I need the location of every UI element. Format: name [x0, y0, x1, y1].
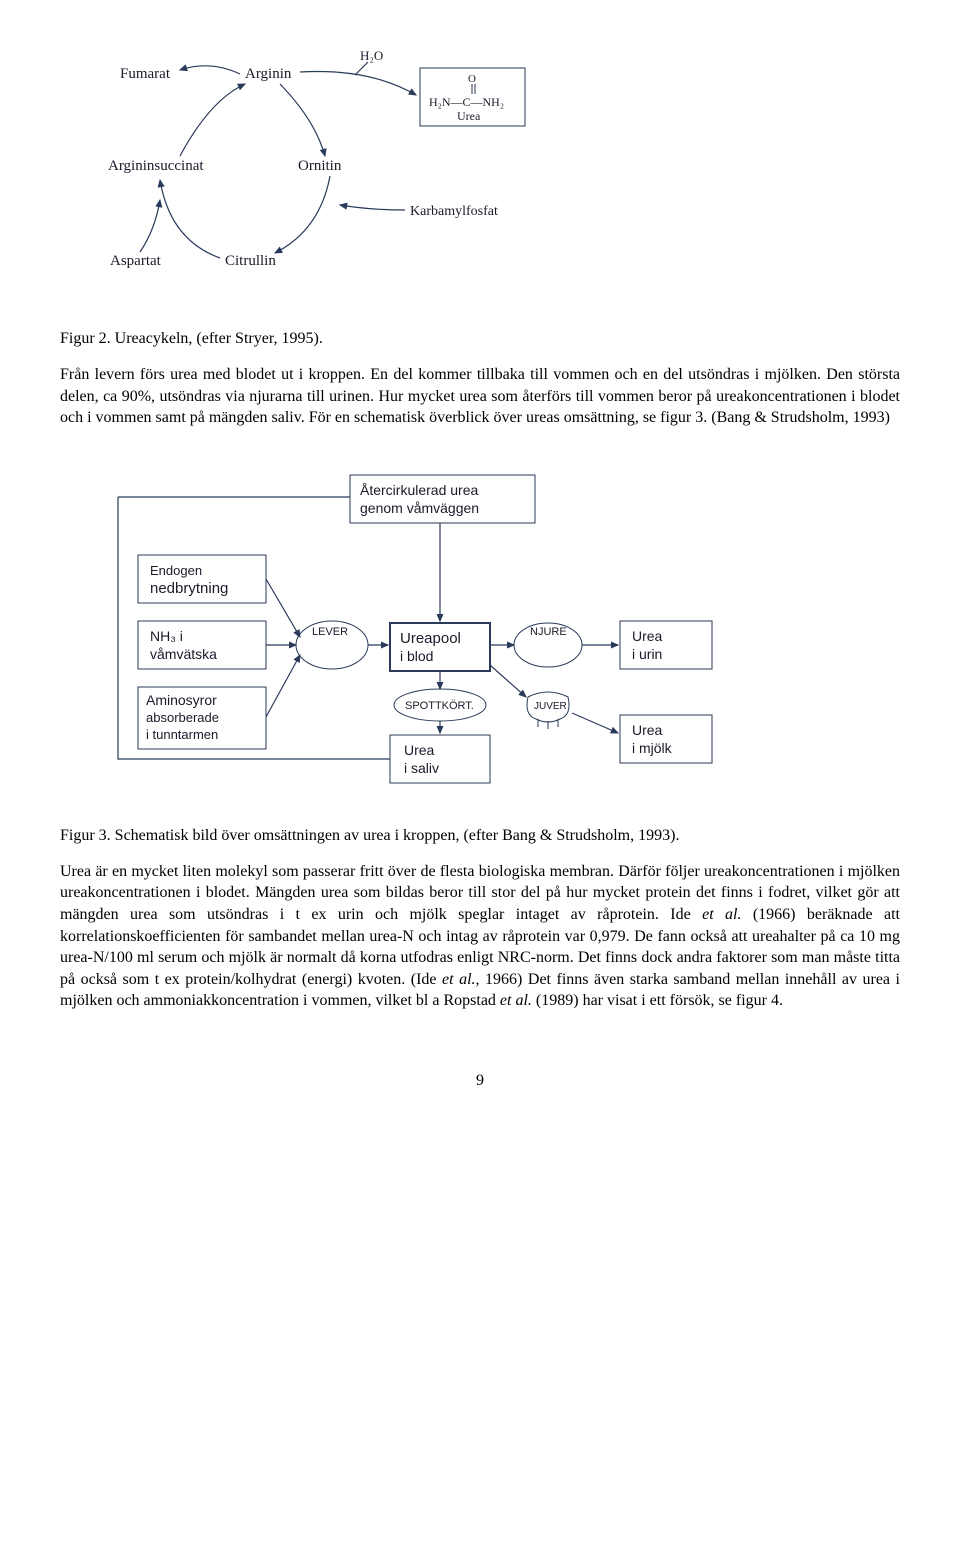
text-urea-saliv-2: i saliv: [404, 760, 439, 776]
node-h2o: H₂O: [360, 48, 383, 63]
urea-label: Urea: [457, 109, 481, 123]
text-ureapool-1: Ureapool: [400, 630, 461, 647]
text-njure: NJURE: [530, 626, 567, 638]
p2-i2: et al.: [442, 971, 476, 988]
figure-2-svg: Fumarat Arginin H₂O O H₂N—C—NH₂ Urea Arg…: [60, 40, 660, 300]
text-urea-saliv-1: Urea: [404, 742, 435, 758]
organ-juver: JUVER: [527, 692, 569, 729]
text-urea-urin-1: Urea: [632, 628, 663, 644]
text-endogen-1: Endogen: [150, 563, 202, 578]
text-nh3-2: våmvätska: [150, 646, 217, 662]
node-argininsuccinat: Argininsuccinat: [108, 158, 204, 174]
text-amino-3: i tunntarmen: [146, 727, 218, 742]
paragraph-2: Urea är en mycket liten molekyl som pass…: [60, 861, 900, 1012]
text-lever: LEVER: [312, 626, 348, 638]
node-aspartat: Aspartat: [110, 253, 162, 269]
text-atercirk-2: genom våmväggen: [360, 500, 479, 516]
text-amino-1: Aminosyror: [146, 692, 217, 708]
figure-2-ureacycle: Fumarat Arginin H₂O O H₂N—C—NH₂ Urea Arg…: [60, 40, 900, 300]
paragraph-1: Från levern förs urea med blodet ut i kr…: [60, 364, 900, 429]
text-atercirk-1: Återcirkulerad urea: [360, 482, 478, 498]
figure-3-caption: Figur 3. Schematisk bild över omsättning…: [60, 827, 900, 845]
text-endogen-2: nedbrytning: [150, 580, 228, 597]
text-urea-mjolk-1: Urea: [632, 722, 663, 738]
p2-i3: et al.: [500, 992, 532, 1009]
node-ornitin: Ornitin: [298, 158, 342, 174]
text-juver: JUVER: [534, 701, 567, 712]
text-urea-urin-2: i urin: [632, 646, 662, 662]
urea-main: H₂N—C—NH₂: [429, 95, 504, 109]
text-urea-mjolk-2: i mjölk: [632, 740, 673, 756]
p2-i1: et al.: [702, 906, 741, 923]
text-amino-2: absorberade: [146, 710, 219, 725]
text-spott: SPOTTKÖRT.: [405, 700, 474, 712]
node-arginin: Arginin: [245, 66, 292, 82]
page-number: 9: [60, 1072, 900, 1090]
urea-o: O: [468, 73, 476, 85]
figure-3-svg: Återcirkulerad urea genom våmväggen Endo…: [60, 457, 760, 797]
node-citrullin: Citrullin: [225, 253, 276, 269]
node-karbamylfosfat: Karbamylfosfat: [410, 204, 498, 219]
figure-3-flow: Återcirkulerad urea genom våmväggen Endo…: [60, 457, 900, 797]
text-ureapool-2: i blod: [400, 648, 433, 664]
figure-2-caption: Figur 2. Ureacykeln, (efter Stryer, 1995…: [60, 330, 900, 348]
text-nh3-1: NH₃ i: [150, 628, 183, 644]
node-fumarat: Fumarat: [120, 66, 171, 82]
p2-t4: (1989) har visat i ett försök, se figur …: [532, 992, 783, 1009]
